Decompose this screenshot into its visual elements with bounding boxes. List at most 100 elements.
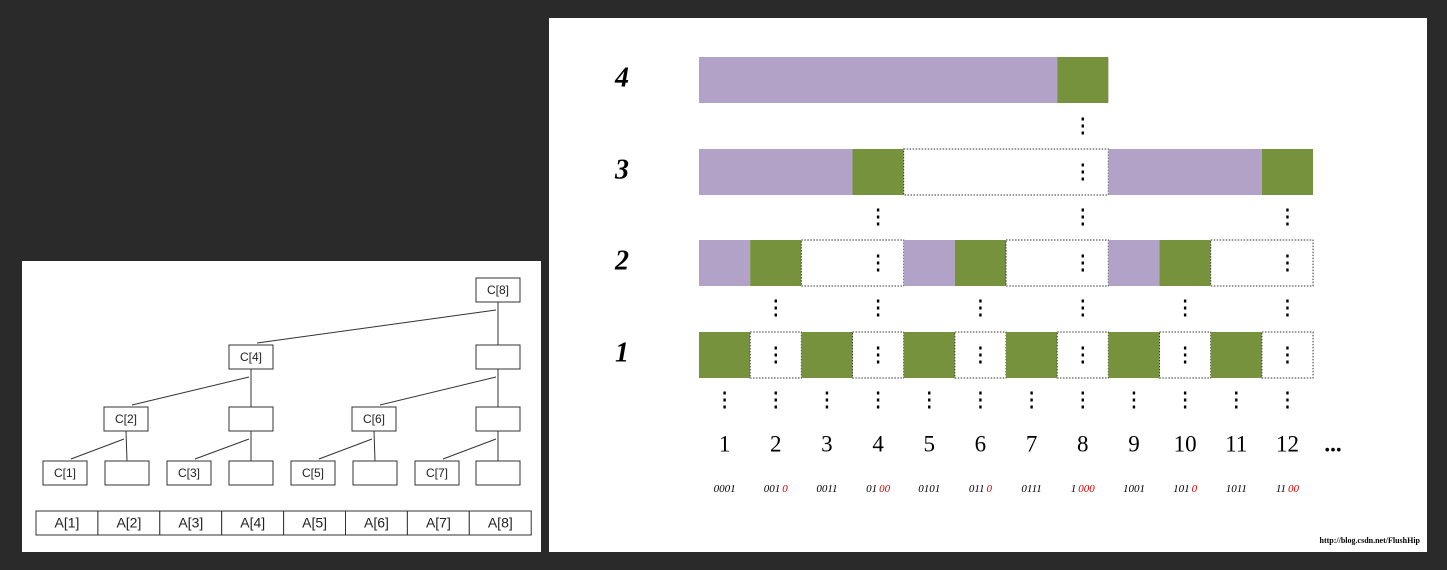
binary-label: 0101 <box>918 483 940 495</box>
tree-edge <box>131 376 250 406</box>
ellipsis-dot <box>876 215 880 219</box>
ellipsis-dot <box>1081 215 1084 219</box>
ellipsis-dot <box>876 346 880 350</box>
binary-black: 001 <box>764 483 781 495</box>
ellipsis-dot <box>979 299 982 303</box>
binary-black: 0101 <box>918 483 940 495</box>
array-label: A[7] <box>426 515 451 531</box>
node-cell <box>1108 332 1160 378</box>
binary-black: 101 <box>1173 483 1190 495</box>
tree-node <box>42 460 88 486</box>
binary-label: 011 0 <box>969 483 993 495</box>
ellipsis-dot <box>774 299 777 303</box>
array-label: A[1] <box>55 515 80 531</box>
tree-node <box>351 406 397 432</box>
ellipsis-dot <box>1286 391 1289 395</box>
binary-label: 1001 <box>1123 483 1145 495</box>
tree-edge <box>256 309 497 344</box>
tree-node <box>228 460 274 486</box>
index-label: 1 <box>719 431 731 456</box>
ellipsis-dot <box>1286 208 1289 212</box>
index-label: 8 <box>1077 431 1089 456</box>
binary-black: 01 <box>866 483 877 495</box>
ellipsis-dot <box>1081 313 1084 317</box>
ellipsis-dot <box>1286 313 1289 317</box>
ellipsis-dot <box>979 405 982 409</box>
ellipsis-dot <box>1081 353 1084 357</box>
ellipsis-dot <box>1081 208 1084 212</box>
ellipsis-dot <box>1030 398 1033 402</box>
range-cell <box>1108 240 1160 286</box>
tree-edge <box>318 438 373 460</box>
ellipsis-dot <box>825 391 829 395</box>
ellipsis-dot <box>723 391 726 395</box>
ellipsis-dot <box>1183 398 1187 402</box>
ellipsis-dot <box>1286 346 1289 350</box>
binary-label: 1 000 <box>1071 483 1096 495</box>
ellipsis-dot <box>876 398 880 402</box>
index-label: 11 <box>1225 431 1247 456</box>
tree-node <box>290 460 336 486</box>
tree-node <box>103 406 149 432</box>
range-cell <box>699 240 751 286</box>
index-label: 7 <box>1026 431 1038 456</box>
ellipsis-dot <box>1081 346 1084 350</box>
array-cell <box>468 510 532 536</box>
binary-label: 001 0 <box>764 483 789 495</box>
ellipsis-dot <box>825 405 829 409</box>
tree-panel <box>22 261 541 552</box>
ellipsis-dot <box>1286 405 1289 409</box>
tree-edge <box>194 438 250 460</box>
range-cell <box>903 240 955 286</box>
array-cell <box>35 510 99 536</box>
ellipsis-dot <box>1183 299 1187 303</box>
binary-black: 0001 <box>714 483 736 495</box>
ellipsis-dot <box>876 261 880 265</box>
array-cell <box>283 510 347 536</box>
ellipsis-dot <box>1286 215 1289 219</box>
ellipsis-dot <box>1286 398 1289 402</box>
ellipsis-dot <box>1235 405 1238 409</box>
array-label: A[4] <box>240 515 265 531</box>
ellipsis-dot <box>979 391 982 395</box>
binary-black: 1 <box>1071 483 1077 495</box>
ellipsis-dot <box>979 353 982 357</box>
binary-label: 0011 <box>816 483 837 495</box>
ellipsis-dot <box>1183 391 1187 395</box>
ellipsis-dot <box>1286 360 1289 364</box>
array-label: A[3] <box>178 515 203 531</box>
empty-cell <box>903 148 1109 196</box>
level-label: 4 <box>614 62 629 93</box>
ellipsis-dot <box>1235 391 1238 395</box>
level-label: 3 <box>614 154 629 185</box>
binary-red: 0 <box>1192 483 1198 495</box>
ellipsis-dot <box>876 391 880 395</box>
binary-label: 0111 <box>1021 483 1041 495</box>
tree-node-label: C[2] <box>115 412 137 426</box>
ellipsis-dot <box>979 360 982 364</box>
empty-cell <box>1210 239 1314 287</box>
tree-node-label: C[8] <box>487 283 509 297</box>
ellipsis-dot <box>1030 391 1033 395</box>
ellipsis-dot <box>1183 306 1187 310</box>
ellipsis-dot <box>1081 299 1084 303</box>
ellipsis-dot <box>1081 306 1084 310</box>
array-label: A[2] <box>116 515 141 531</box>
tree-node-label: C[1] <box>54 466 76 480</box>
ellipsis-dot <box>1183 313 1187 317</box>
tree-node <box>475 344 521 370</box>
ellipsis-dot <box>774 391 777 395</box>
tree-node-label: C[3] <box>178 466 200 480</box>
ellipsis-dot <box>979 306 982 310</box>
array-label: A[6] <box>364 515 389 531</box>
ellipsis-dot <box>1286 254 1289 258</box>
node-cell <box>903 332 955 378</box>
tree-edge <box>373 430 376 462</box>
ellipsis-dot <box>1132 398 1136 402</box>
index-label: 12 <box>1276 431 1299 456</box>
ellipsis-dot <box>774 405 777 409</box>
tree-node <box>228 344 274 370</box>
index-label: 9 <box>1128 431 1140 456</box>
binary-black: 1011 <box>1226 483 1247 495</box>
ellipsis-dot <box>1030 405 1033 409</box>
